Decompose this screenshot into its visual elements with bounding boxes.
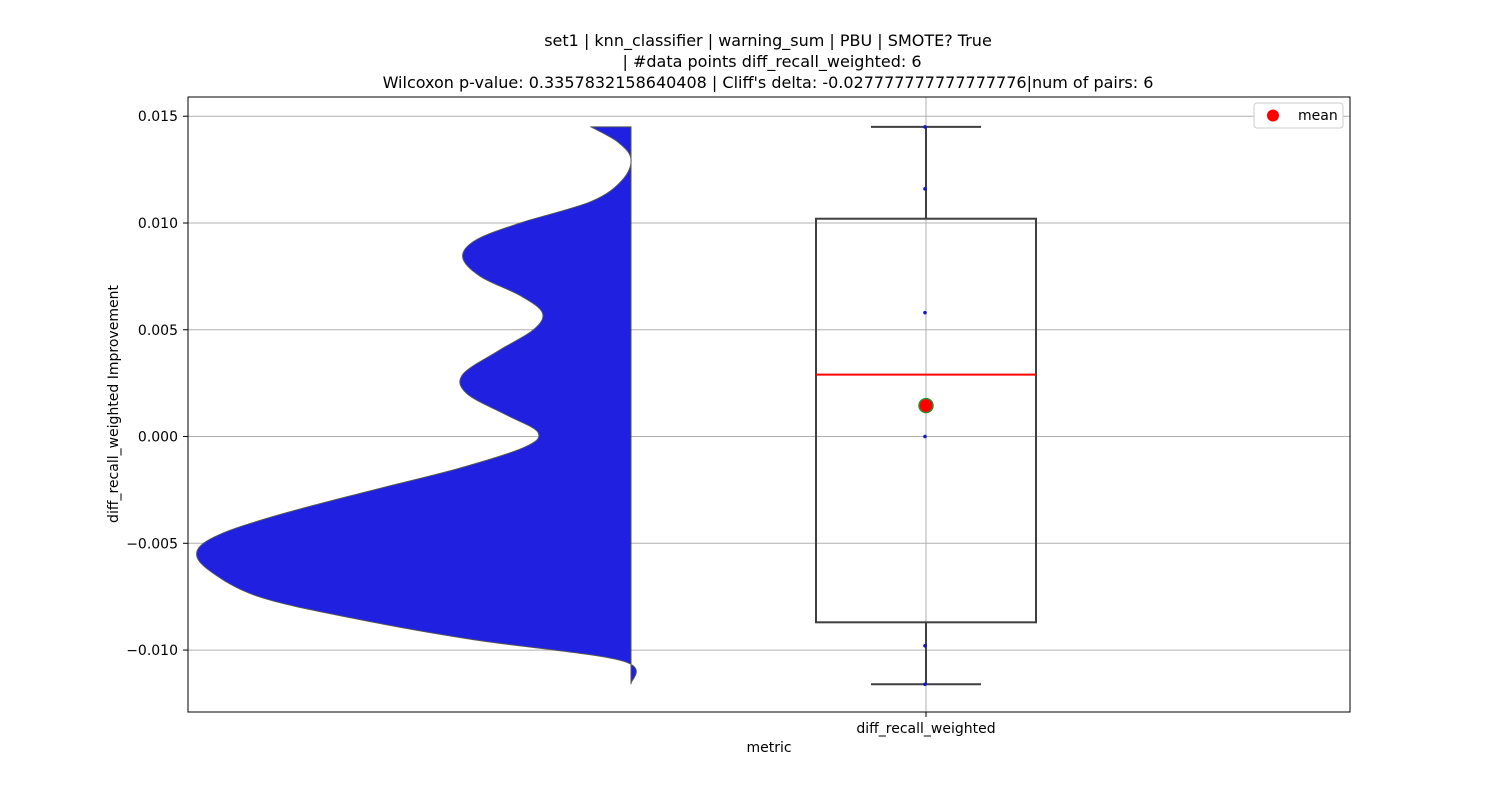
data-point [923,644,927,648]
y-tick-label: −0.005 [126,536,178,552]
box-layer [815,125,1037,686]
chart-title-line-3: Wilcoxon p-value: 0.3357832158640408 | C… [383,73,1154,92]
data-point [923,310,927,315]
y-tick-label: 0.010 [138,216,178,232]
y-axis-ticks: −0.010 −0.005 0.000 0.005 0.010 0.015 [126,109,188,659]
violin-layer [196,126,637,685]
data-point [923,125,927,129]
data-point [923,682,927,687]
axes-frame [187,96,1351,713]
mean-marker [918,397,934,414]
y-tick-label: −0.010 [126,643,178,659]
x-axis-ticks: diff_recall_weighted [856,712,996,737]
legend: mean [1253,102,1344,129]
y-axis-label: diff_recall_weighted Improvement [106,285,122,523]
y-tick-label: 0.015 [138,109,178,125]
violin-shape [196,126,637,685]
data-point [923,434,927,439]
iqr-box [815,217,1037,624]
chart-title-line-1: set1 | knn_classifier | warning_sum | PB… [544,31,992,51]
chart-title-line-2: | #data points diff_recall_weighted: 6 [622,52,921,72]
legend-mean-label: mean [1298,108,1338,124]
y-tick-label: 0.005 [138,323,178,339]
legend-box [1253,102,1344,129]
x-axis-label: metric [746,740,791,756]
data-point [923,187,927,191]
y-tick-label: 0.000 [138,430,178,446]
points-layer [918,125,934,687]
x-tick-label: diff_recall_weighted [856,721,995,737]
legend-mean-marker [1267,109,1279,122]
